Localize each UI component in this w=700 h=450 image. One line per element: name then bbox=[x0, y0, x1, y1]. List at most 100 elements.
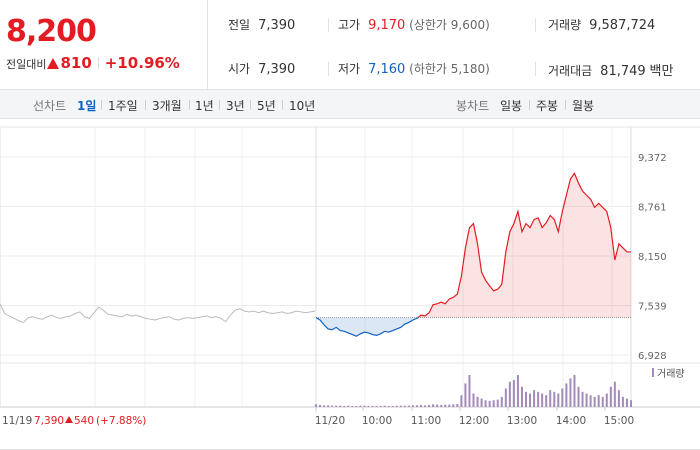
x-axis-ticks: 11/20 10:00 11:00 12:00 13:00 14:00 15:00 bbox=[315, 407, 634, 427]
tab-3-years[interactable]: 3년 bbox=[226, 99, 245, 113]
volume-bar bbox=[500, 396, 503, 407]
price-chart[interactable]: 9,372 8,761 8,150 7,539 6,928 거래량 11/20 10:00… bbox=[0, 119, 700, 450]
volume-bar bbox=[468, 375, 471, 407]
volume-bar bbox=[343, 405, 346, 407]
change-value: 810 bbox=[60, 54, 92, 72]
volume-bar bbox=[569, 378, 572, 407]
stat-label: 거래대금 bbox=[548, 64, 593, 78]
stat-prev-close: 전일 7,390 bbox=[228, 16, 295, 33]
volume-bar bbox=[617, 390, 620, 407]
tab-5-years[interactable]: 5년 bbox=[257, 99, 276, 113]
divider bbox=[219, 100, 220, 110]
volume-bar bbox=[480, 398, 483, 407]
volume-bar bbox=[573, 375, 576, 407]
up-arrow-icon bbox=[47, 58, 60, 69]
volume-bar bbox=[403, 405, 406, 407]
volume-bar bbox=[488, 400, 491, 407]
tab-1-day[interactable]: 1일 bbox=[77, 99, 97, 113]
volume-bar bbox=[621, 396, 624, 407]
divider bbox=[565, 100, 566, 110]
y-axis-ticks: 9,372 8,761 8,150 7,539 6,928 bbox=[638, 153, 667, 362]
prev-day-line bbox=[0, 303, 316, 324]
divider bbox=[535, 18, 536, 32]
volume-bar bbox=[319, 404, 322, 407]
divider bbox=[189, 100, 190, 110]
volume-bar bbox=[460, 395, 463, 407]
stat-label: 시가 bbox=[228, 62, 251, 76]
prev-day-close: 7,390 bbox=[34, 415, 64, 427]
stat-value: 7,390 bbox=[258, 18, 296, 33]
stat-value: 9,170 bbox=[368, 18, 406, 33]
volume-bar bbox=[375, 405, 378, 407]
y-tick-label: 8,761 bbox=[638, 203, 667, 214]
tab-1-week[interactable]: 1주일 bbox=[108, 99, 138, 113]
up-arrow-icon bbox=[65, 416, 73, 423]
volume-bar bbox=[565, 383, 568, 407]
price-box: 8,200 전일대비 810 +10.96% bbox=[0, 0, 208, 90]
volume-bar bbox=[391, 405, 394, 407]
line-chart-label: 선차트 bbox=[33, 99, 67, 113]
change-percent: +10.96% bbox=[104, 54, 180, 72]
volume-bar bbox=[613, 381, 616, 407]
volume-bar bbox=[315, 404, 317, 407]
volume-bar bbox=[424, 405, 427, 407]
stat-value: 9,587,724 bbox=[589, 18, 656, 33]
tab-1-year[interactable]: 1년 bbox=[195, 99, 214, 113]
volume-bar bbox=[371, 405, 374, 407]
volume-bar bbox=[516, 375, 519, 407]
stat-high: 고가 9,170 (상한가 9,600) bbox=[338, 16, 490, 33]
up-area bbox=[417, 173, 631, 318]
change-row: 전일대비 810 +10.96% bbox=[6, 54, 180, 72]
volume-bar bbox=[605, 393, 608, 407]
volume-bar bbox=[335, 405, 338, 407]
volume-bar bbox=[561, 388, 564, 407]
volume-bar bbox=[557, 393, 560, 407]
upper-limit: (상한가 9,600) bbox=[409, 18, 490, 32]
volume-bar bbox=[456, 403, 459, 407]
volume-bar bbox=[577, 386, 580, 407]
volume-bar bbox=[387, 405, 390, 407]
y-tick-label: 8,150 bbox=[638, 252, 667, 263]
volume-bar bbox=[464, 383, 467, 407]
volume-bar bbox=[367, 405, 370, 407]
stat-value: 7,160 bbox=[368, 62, 406, 77]
tab-10-years[interactable]: 10년 bbox=[289, 99, 316, 113]
divider bbox=[535, 62, 536, 76]
volume-bar bbox=[472, 393, 475, 407]
tab-monthly-candle[interactable]: 월봉 bbox=[572, 99, 595, 113]
tab-daily-candle[interactable]: 일봉 bbox=[500, 99, 523, 113]
stat-value: 81,749 bbox=[600, 64, 646, 79]
chart-tab-bar: 선차트 1일 1주일 3개월 1년 3년 5년 10년 봉차트 일봉 주봉 월봉 bbox=[0, 90, 700, 119]
volume-bar bbox=[589, 395, 592, 407]
volume-bar bbox=[609, 386, 612, 407]
tab-weekly-candle[interactable]: 주봉 bbox=[536, 99, 559, 113]
volume-bars: 거래량 bbox=[315, 368, 685, 407]
volume-bar bbox=[625, 398, 628, 407]
stat-low: 저가 7,160 (하한가 5,180) bbox=[338, 60, 490, 77]
volume-bar bbox=[339, 405, 342, 407]
volume-bar bbox=[407, 405, 410, 407]
divider bbox=[282, 100, 283, 110]
x-tick-label: 15:00 bbox=[604, 415, 634, 427]
volume-bar bbox=[415, 405, 418, 407]
volume-legend: 거래량 bbox=[657, 368, 685, 380]
divider bbox=[529, 100, 530, 110]
x-tick-label: 12:00 bbox=[459, 415, 489, 427]
volume-bar bbox=[420, 404, 422, 407]
divider bbox=[145, 100, 146, 110]
volume-bar bbox=[444, 404, 447, 407]
volume-bar bbox=[428, 404, 431, 407]
prev-day-date: 11/19 bbox=[2, 415, 32, 427]
down-area bbox=[316, 317, 418, 337]
volume-bar bbox=[331, 405, 334, 407]
candle-chart-label: 봉차트 bbox=[456, 99, 490, 113]
prev-day-change: 540 bbox=[74, 415, 94, 427]
volume-bar bbox=[359, 405, 362, 407]
stat-unit: 백만 bbox=[649, 64, 674, 79]
volume-bar bbox=[399, 405, 402, 407]
divider bbox=[250, 100, 251, 110]
volume-legend-icon bbox=[652, 368, 654, 377]
divider bbox=[101, 100, 102, 110]
tab-3-months[interactable]: 3개월 bbox=[152, 99, 182, 113]
volume-bar bbox=[484, 400, 487, 407]
